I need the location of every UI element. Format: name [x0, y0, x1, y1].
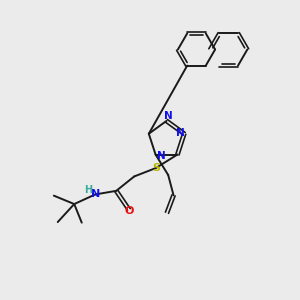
Text: N: N	[157, 151, 165, 161]
Text: N: N	[176, 128, 184, 138]
Text: S: S	[152, 163, 160, 173]
Text: O: O	[124, 206, 134, 216]
Text: N: N	[91, 189, 101, 199]
Text: N: N	[164, 111, 172, 122]
Text: H: H	[85, 185, 93, 195]
